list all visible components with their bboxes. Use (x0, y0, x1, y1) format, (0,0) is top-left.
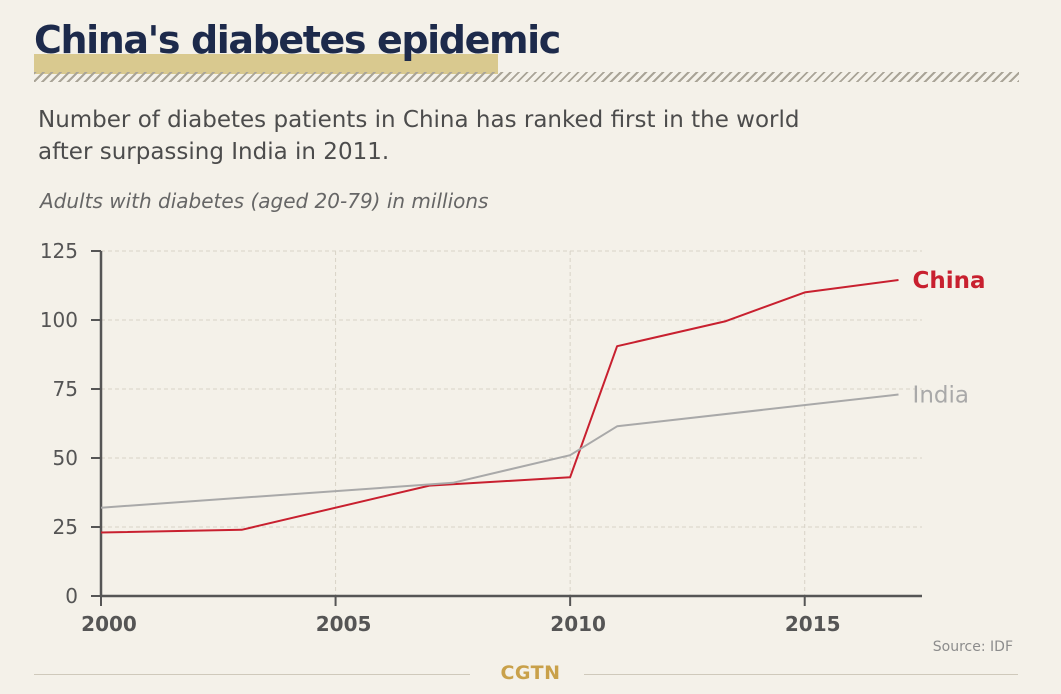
y-tick-label: 50 (53, 446, 78, 470)
x-tick-label: 2000 (81, 612, 137, 636)
x-tick-label: 2005 (316, 612, 372, 636)
chart-subtitle: Number of diabetes patients in China has… (38, 107, 800, 165)
series-line-india (100, 393, 899, 509)
y-tick-label: 25 (53, 515, 78, 539)
chart-title: China's diabetes epidemic (34, 18, 561, 62)
y-tick-label: 0 (65, 584, 78, 608)
series-line-china (100, 279, 899, 534)
y-tick-label: 100 (40, 308, 78, 332)
unit-label: Adults with diabetes (aged 20-79) in mil… (40, 189, 489, 213)
y-tick-label: 125 (40, 239, 78, 263)
title-block: China's diabetes epidemic (34, 12, 561, 74)
footer-rule-right (584, 674, 1018, 675)
title-highlight (34, 54, 498, 74)
y-tick-label: 75 (53, 377, 78, 401)
x-tick-label: 2010 (550, 612, 606, 636)
cgtn-logo: CGTN (500, 662, 561, 684)
source-note: Source: IDF (932, 639, 1013, 655)
series-label-china: China (913, 268, 986, 294)
footer-rule-left (34, 674, 470, 675)
x-tick-label: 2015 (785, 612, 841, 636)
hatched-divider (34, 72, 1019, 82)
series-label-india: India (913, 383, 969, 409)
